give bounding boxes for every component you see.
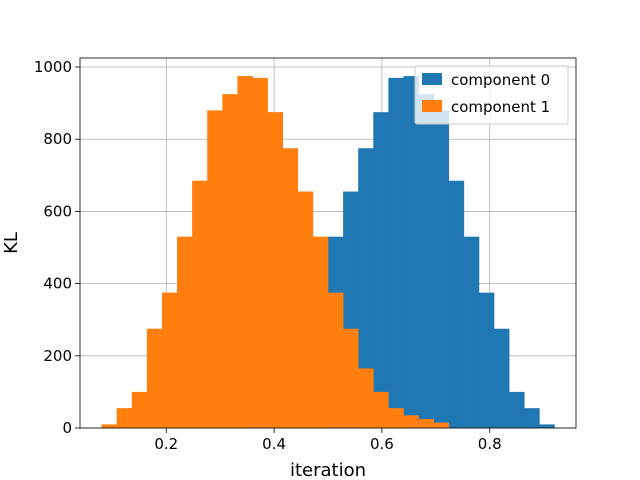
bars-layer: [101, 76, 555, 429]
histogram-bar-component-1: [358, 368, 374, 428]
y-tick-label: 800: [43, 130, 72, 148]
x-tick-label: 0.2: [154, 435, 178, 453]
histogram-bar-component-1: [297, 191, 314, 428]
histogram-bar-component-1: [146, 328, 163, 428]
histogram-bar-component-1: [282, 148, 299, 428]
histogram-bar-component-0: [509, 391, 525, 428]
ticks-layer: 0.2 0.4 0.6 0.8 0 200 400 600 800 1000: [34, 58, 502, 453]
x-tick-label: 0.6: [370, 435, 394, 453]
histogram-bar-component-1: [433, 422, 450, 428]
x-tick-label: 0.4: [262, 435, 286, 453]
axes-frame: [79, 57, 577, 429]
legend-label-component-1: component 1: [451, 98, 550, 116]
legend-swatch-component-1: [422, 100, 442, 112]
histogram-bar-component-0: [494, 328, 510, 428]
histogram-bar-component-1: [237, 76, 253, 429]
histogram-bar-component-0: [448, 180, 465, 428]
histogram-bar-component-0: [463, 236, 480, 428]
y-tick-label: 1000: [34, 58, 72, 76]
x-axis-title: iteration: [290, 460, 366, 480]
histogram-bar-component-1: [312, 236, 329, 428]
histogram-bar-component-1: [177, 236, 193, 428]
histogram-bar-component-1: [252, 77, 268, 428]
histogram-bar-component-0: [478, 292, 495, 428]
histogram-bar-component-1: [343, 328, 359, 428]
histogram-bar-component-0: [358, 148, 374, 428]
histogram-bar-component-1: [101, 424, 117, 428]
legend-box: [414, 65, 569, 125]
histogram-bar-component-1: [403, 415, 419, 428]
histogram-bar-component-1: [267, 112, 284, 429]
histogram-bar-component-1: [222, 94, 238, 428]
y-tick-label: 200: [43, 347, 72, 365]
histogram-bar-component-1: [418, 418, 434, 428]
histogram-bar-component-1: [207, 110, 223, 428]
legend: component 0 component 1: [414, 65, 569, 125]
histogram-bar-component-0: [403, 76, 419, 429]
y-tick-label: 600: [43, 202, 72, 220]
legend-label-component-0: component 0: [451, 71, 550, 89]
y-tick-label: 400: [43, 275, 72, 293]
histogram-bar-component-1: [328, 292, 344, 428]
histogram-bar-component-0: [388, 77, 404, 428]
histogram-bar-component-1: [116, 408, 133, 428]
histogram-bar-component-0: [539, 424, 555, 428]
x-tick-label: 0.8: [478, 435, 502, 453]
histogram-bar-component-0: [418, 94, 434, 428]
y-axis-title: KL: [1, 232, 22, 254]
histogram-bar-component-1: [388, 408, 404, 428]
histogram-bar-component-1: [131, 391, 148, 428]
histogram-bar-component-1: [161, 292, 178, 428]
histogram-bar-component-1: [373, 391, 389, 428]
y-tick-label: 0: [62, 419, 72, 437]
histogram-bar-component-0: [433, 110, 450, 428]
histogram-bar-component-0: [524, 408, 540, 428]
legend-swatch-component-0: [422, 73, 442, 85]
histogram-bar-component-0: [373, 112, 389, 429]
histogram-bar-component-1: [192, 180, 208, 428]
